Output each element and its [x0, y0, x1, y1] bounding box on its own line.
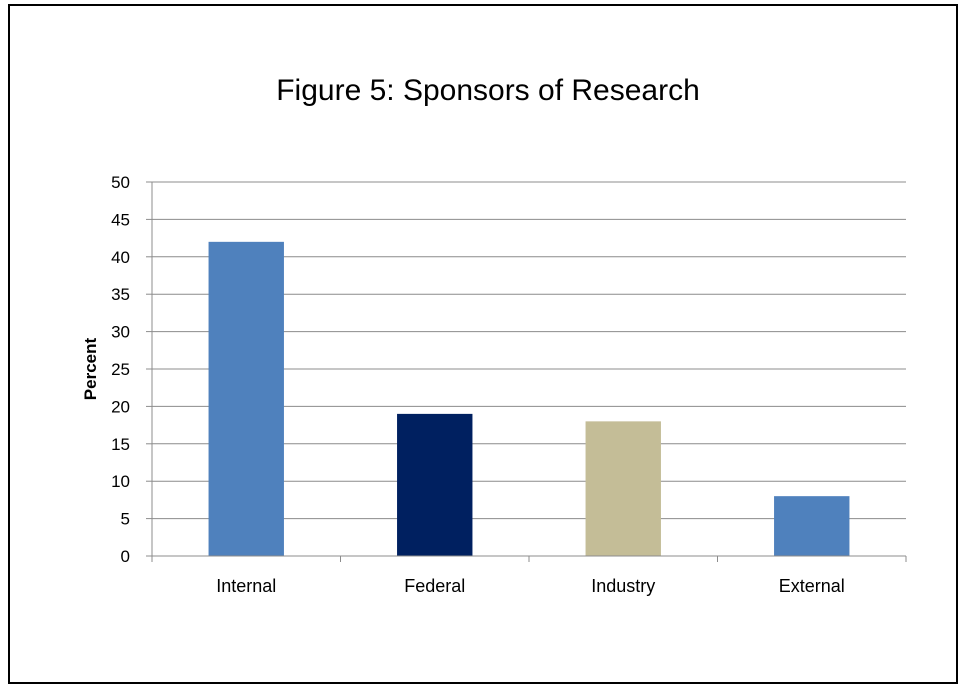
y-tick-label: 10: [111, 472, 130, 491]
x-tick-label: External: [779, 576, 845, 596]
bar-industry: [585, 421, 661, 556]
category-labels: Internal Federal Industry External: [216, 576, 845, 596]
y-tick-label: 15: [111, 435, 130, 454]
chart-frame: [8, 4, 958, 684]
bar-federal: [397, 413, 473, 556]
y-tick-labels: 0 5 10 15 20 25 30 35 40 45 50: [111, 173, 152, 566]
y-axis-label: Percent: [81, 337, 100, 400]
y-tick-label: 50: [111, 173, 130, 192]
x-tick-label: Federal: [404, 576, 465, 596]
bar-internal: [208, 241, 284, 556]
y-tick-label: 40: [111, 248, 130, 267]
chart-title: Figure 5: Sponsors of Research: [276, 74, 700, 107]
x-tick-label: Industry: [591, 576, 655, 596]
bars: [208, 241, 850, 556]
y-tick-label: 0: [121, 547, 130, 566]
x-axis: [151, 182, 907, 562]
y-tick-label: 30: [111, 323, 130, 342]
y-tick-label: 35: [111, 285, 130, 304]
y-tick-label: 45: [111, 210, 130, 229]
y-tick-label: 20: [111, 397, 130, 416]
y-tick-label: 5: [121, 510, 130, 529]
y-tick-label: 25: [111, 360, 130, 379]
x-tick-label: Internal: [216, 576, 276, 596]
bar-external: [774, 496, 850, 556]
